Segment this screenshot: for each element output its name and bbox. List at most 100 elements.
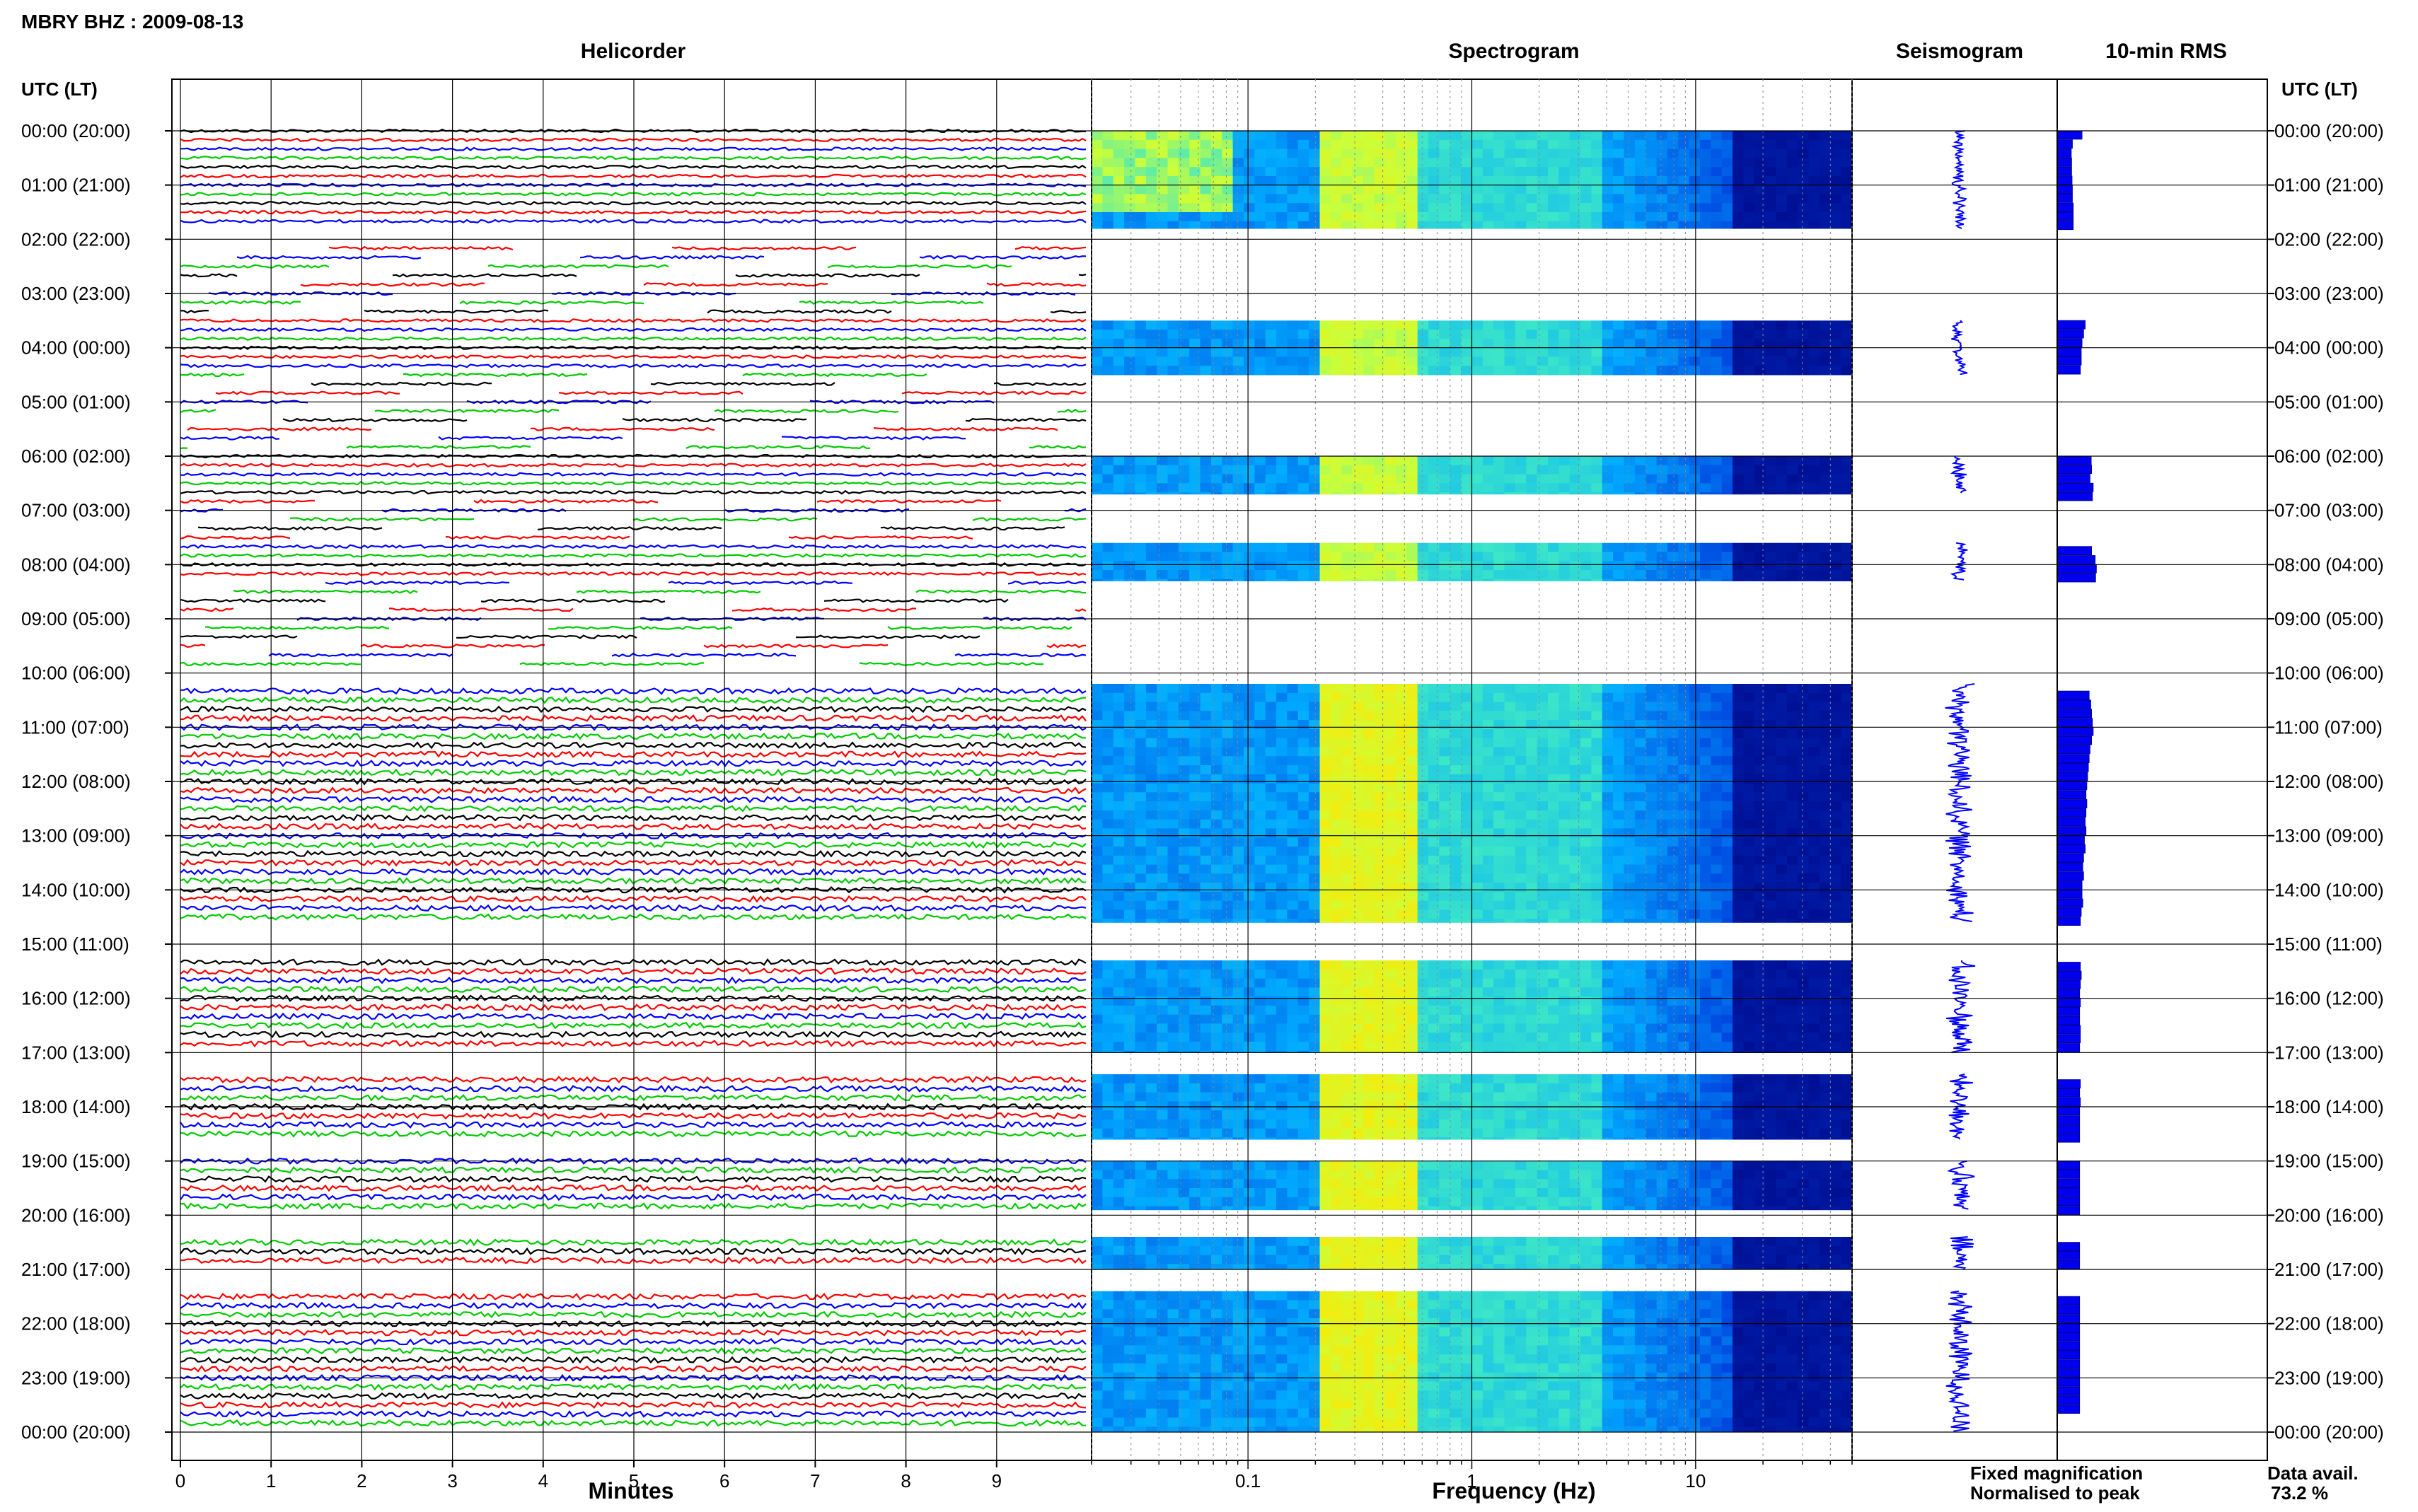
spectrogram-cell: [1145, 185, 1157, 194]
spectrogram-cell: [1330, 1101, 1342, 1111]
spectrogram-cell: [1232, 900, 1244, 910]
spectrogram-cell: [1178, 167, 1190, 177]
spectrogram-cell: [1732, 221, 1745, 229]
spectrogram-cell: [1624, 960, 1636, 970]
spectrogram-cell: [1591, 552, 1603, 562]
spectrogram-cell: [1254, 978, 1266, 988]
spectrogram-cell: [1504, 185, 1516, 194]
spectrogram-cell: [1808, 711, 1820, 721]
spectrogram-cell: [1244, 456, 1255, 466]
spectrogram-cell: [1602, 158, 1614, 168]
spectrogram-cell: [1548, 711, 1559, 721]
spectrogram-cell: [1287, 330, 1299, 339]
spectrogram-cell: [1732, 356, 1745, 366]
spectrogram-cell: [1406, 828, 1418, 838]
spectrogram-cell: [1624, 212, 1636, 222]
spectrogram-cell: [1515, 996, 1527, 1006]
spectrogram-cell: [1471, 185, 1483, 194]
spectrogram-cell: [1798, 987, 1810, 997]
spectrogram-cell: [1439, 711, 1451, 721]
spectrogram-cell: [1689, 1092, 1701, 1102]
spectrogram-cell: [1754, 338, 1766, 349]
spectrogram-cell: [1526, 756, 1538, 766]
spectrogram-cell: [1396, 465, 1407, 475]
spectrogram-cell: [1124, 765, 1136, 775]
spectrogram-cell: [1613, 969, 1625, 979]
spectrogram-cell: [1363, 320, 1375, 330]
spectrogram-cell: [1765, 919, 1777, 923]
spectrogram-cell: [1374, 819, 1386, 829]
spectrogram-cell: [1634, 774, 1646, 784]
spectrogram-cell: [1189, 919, 1201, 923]
spectrogram-cell: [1396, 864, 1407, 874]
spectrogram-cell: [1461, 864, 1473, 874]
spectrogram-cell: [1113, 969, 1125, 979]
spectrogram-cell: [1276, 987, 1288, 997]
spectrogram-cell: [1352, 1074, 1364, 1084]
spectrogram-cell: [1287, 728, 1299, 739]
spectrogram-cell: [1189, 212, 1201, 222]
spectrogram-cell: [1113, 542, 1125, 552]
spectrogram-cell: [1384, 702, 1396, 711]
spectrogram-cell: [1602, 1033, 1614, 1042]
spectrogram-cell: [1602, 720, 1614, 730]
spectrogram-cell: [1092, 456, 1103, 466]
spectrogram-cell: [1700, 837, 1711, 847]
spectrogram-cell: [1471, 900, 1483, 910]
spectrogram-cell: [1287, 1128, 1299, 1138]
spectrogram-cell: [1798, 1101, 1810, 1111]
spectrogram-cell: [1330, 465, 1342, 475]
spectrogram-cell: [1602, 194, 1614, 204]
spectrogram-cell: [1222, 702, 1234, 711]
spectrogram-cell: [1743, 960, 1755, 970]
spectrogram-cell: [1200, 366, 1212, 376]
spectrogram-cell: [1580, 552, 1592, 562]
spectrogram-cell: [1157, 483, 1169, 493]
spectrogram-cell: [1210, 738, 1222, 748]
spectrogram-cell: [1113, 570, 1125, 580]
spectrogram-cell: [1624, 474, 1636, 484]
spectrogram-cell: [1645, 578, 1658, 581]
spectrogram-cell: [1537, 1074, 1549, 1084]
spectrogram-cell: [1384, 919, 1396, 923]
spectrogram-cell: [1471, 194, 1483, 204]
spectrogram-cell: [1309, 987, 1321, 997]
spectrogram-cell: [1700, 175, 1711, 186]
spectrogram-cell: [1667, 738, 1679, 748]
spectrogram-cell: [1678, 828, 1690, 838]
spectrogram-cell: [1798, 185, 1810, 194]
spectrogram-cell: [1689, 969, 1701, 979]
spectrogram-cell: [1232, 720, 1244, 730]
spectrogram-cell: [1711, 847, 1723, 856]
spectrogram-cell: [1406, 356, 1418, 366]
spectrogram-cell: [1254, 158, 1266, 168]
spectrogram-cell: [1482, 474, 1494, 484]
spectrogram-cell: [1363, 131, 1375, 141]
spectrogram-cell: [1754, 366, 1766, 376]
spectrogram-cell: [1145, 1110, 1157, 1120]
spectrogram-cell: [1406, 969, 1418, 979]
spectrogram-cell: [1678, 578, 1690, 581]
spectrogram-cell: [1721, 919, 1733, 923]
spectrogram-cell: [1808, 1101, 1820, 1111]
spectrogram-cell: [1591, 728, 1603, 739]
spectrogram-cell: [1157, 900, 1169, 910]
spectrogram-cell: [1178, 711, 1190, 721]
spectrogram-cell: [1808, 221, 1820, 229]
spectrogram-cell: [1624, 702, 1636, 711]
spectrogram-cell: [1189, 819, 1201, 829]
spectrogram-cell: [1102, 873, 1114, 883]
spectrogram-cell: [1145, 212, 1157, 222]
spectrogram-cell: [1189, 347, 1201, 357]
spectrogram-cell: [1645, 1042, 1658, 1052]
spectrogram-cell: [1276, 561, 1288, 571]
spectrogram-cell: [1406, 792, 1418, 802]
spectrogram-cell: [1210, 483, 1222, 493]
spectrogram-cell: [1689, 149, 1701, 158]
spectrogram-cell: [1341, 366, 1353, 376]
spectrogram-cell: [1515, 185, 1527, 194]
spectrogram-cell: [1667, 1050, 1679, 1053]
spectrogram-cell: [1428, 185, 1440, 194]
spectrogram-cell: [1417, 1074, 1429, 1084]
spectrogram-cell: [1754, 1110, 1766, 1120]
